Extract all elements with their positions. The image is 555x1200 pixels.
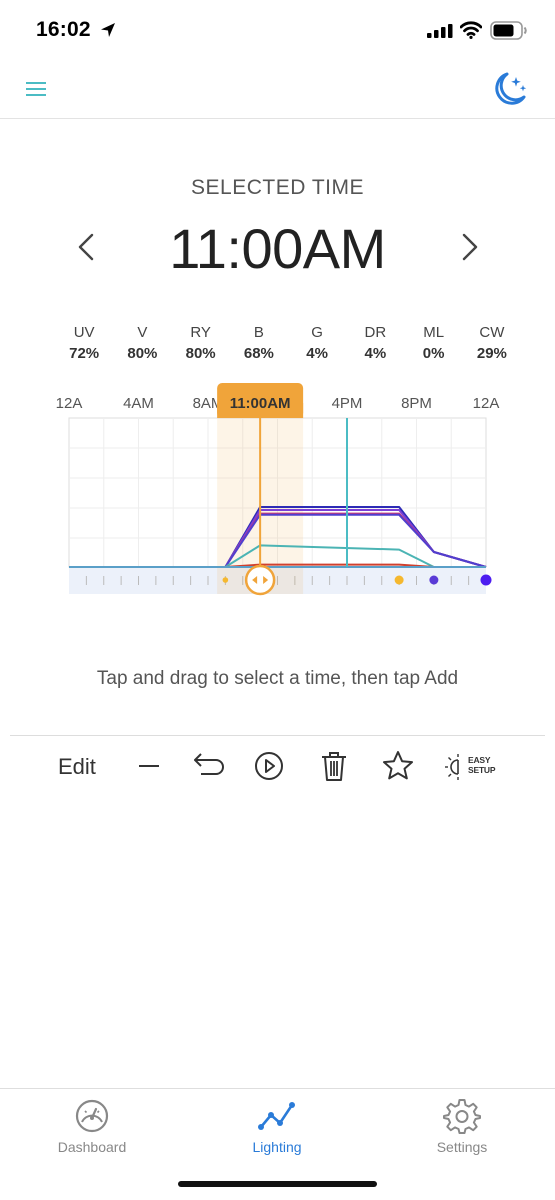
hamburger-menu-icon[interactable] (24, 77, 50, 101)
trash-icon (322, 752, 346, 781)
channel-b: B 68% (230, 324, 288, 362)
status-bar: 16:02 (0, 0, 555, 62)
channel-dr: DR 4% (346, 324, 404, 362)
schedule-marker-2[interactable] (429, 575, 439, 585)
channel-g: G 4% (288, 324, 346, 362)
schedule-marker-3[interactable] (480, 574, 492, 586)
remove-point-button[interactable] (131, 748, 167, 784)
x-tick-label: 12A (473, 395, 500, 412)
nav-settings-label: Settings (436, 1139, 488, 1155)
channel-value: 0% (422, 345, 445, 362)
favorite-button[interactable] (380, 748, 416, 784)
channel-value: 4% (306, 345, 328, 362)
star-icon (383, 751, 413, 780)
channel-value: 80% (127, 345, 158, 362)
selected-time-tag-base (217, 403, 304, 418)
delete-button[interactable] (316, 748, 352, 784)
edit-toolbar: Edit (0, 742, 555, 790)
channel-name: UV (73, 324, 95, 341)
edit-button[interactable]: Edit (58, 754, 96, 779)
selected-time-label: SELECTED TIME (191, 176, 364, 199)
x-tick-label: 8PM (401, 395, 432, 412)
channel-value: 72% (69, 345, 100, 362)
undo-icon (194, 753, 224, 775)
channel-ry: RY 80% (172, 324, 230, 362)
play-button[interactable] (251, 748, 287, 784)
minus-icon (139, 765, 159, 767)
x-tick-label: 12A (56, 395, 83, 412)
sun-icon (445, 754, 459, 780)
channel-v: V 80% (113, 324, 171, 362)
channel-value: 29% (476, 345, 507, 362)
channel-name: DR (364, 324, 387, 341)
battery-icon (490, 21, 527, 40)
nav-dashboard[interactable]: Dashboard (22, 1097, 162, 1163)
channel-name: ML (423, 324, 445, 341)
gauge-icon (75, 1099, 109, 1133)
undo-button[interactable] (189, 748, 225, 784)
lighting-schedule-chart[interactable]: 12A 4AM 8AM 4PM 8PM 12A 11:00AM (0, 383, 555, 598)
chevron-left-icon (252, 576, 258, 584)
channel-ml: ML 0% (405, 324, 463, 362)
selected-time-value: 11:00AM (169, 217, 386, 280)
channel-name: RY (190, 324, 211, 341)
selected-time-tag-label: 11:00AM (230, 395, 291, 412)
divider (10, 735, 545, 736)
channel-name: CW (479, 324, 505, 341)
cellular-signal-icon (427, 24, 453, 38)
easy-setup-button[interactable]: EASY SETUP (444, 752, 504, 782)
easy-setup-line1: EASY (468, 755, 491, 765)
home-indicator (178, 1181, 377, 1187)
chevron-right-icon (263, 576, 269, 584)
status-time: 16:02 (36, 18, 91, 41)
schedule-marker-0[interactable] (222, 577, 229, 583)
nav-dashboard-label: Dashboard (57, 1139, 127, 1155)
channel-name: B (253, 324, 264, 341)
channel-uv: UV 72% (55, 324, 113, 362)
nav-settings[interactable]: Settings (392, 1097, 532, 1163)
nav-lighting-label: Lighting (252, 1139, 302, 1155)
channel-cw: CW 29% (463, 324, 521, 362)
location-arrow-icon (101, 23, 115, 37)
channel-values: UV 72% V 80% RY 80% B 68% G 4% DR 4% ML 0% CW 29% (55, 324, 521, 362)
chevron-right-icon[interactable] (452, 230, 486, 264)
x-tick-label: 4PM (332, 395, 363, 412)
chart-svg[interactable]: 12A 4AM 8AM 4PM 8PM 12A 11:00AM (0, 383, 555, 598)
easy-setup-line2: SETUP (468, 765, 496, 775)
gear-icon (443, 1099, 481, 1134)
channel-name: G (311, 324, 323, 341)
channel-value: 80% (185, 345, 216, 362)
schedule-marker-1[interactable] (394, 575, 404, 585)
moon-stars-icon[interactable] (488, 69, 530, 109)
x-tick-label: 4AM (123, 395, 154, 412)
x-tick-label: 8AM (193, 395, 224, 412)
wifi-icon (460, 21, 482, 39)
nav-lighting[interactable]: Lighting (207, 1097, 347, 1163)
easy-setup-label: EASY SETUP (468, 755, 496, 775)
chevron-left-icon[interactable] (70, 230, 104, 264)
time-drag-handle[interactable] (244, 564, 276, 596)
channel-value: 68% (243, 345, 274, 362)
play-circle-icon (255, 752, 283, 780)
time-selector: 11:00AM (0, 212, 555, 284)
channel-name: V (137, 324, 148, 341)
app-header (0, 62, 555, 119)
line-chart-icon (258, 1102, 295, 1130)
channel-value: 4% (364, 345, 387, 362)
instruction-text: Tap and drag to select a time, then tap … (96, 668, 459, 689)
